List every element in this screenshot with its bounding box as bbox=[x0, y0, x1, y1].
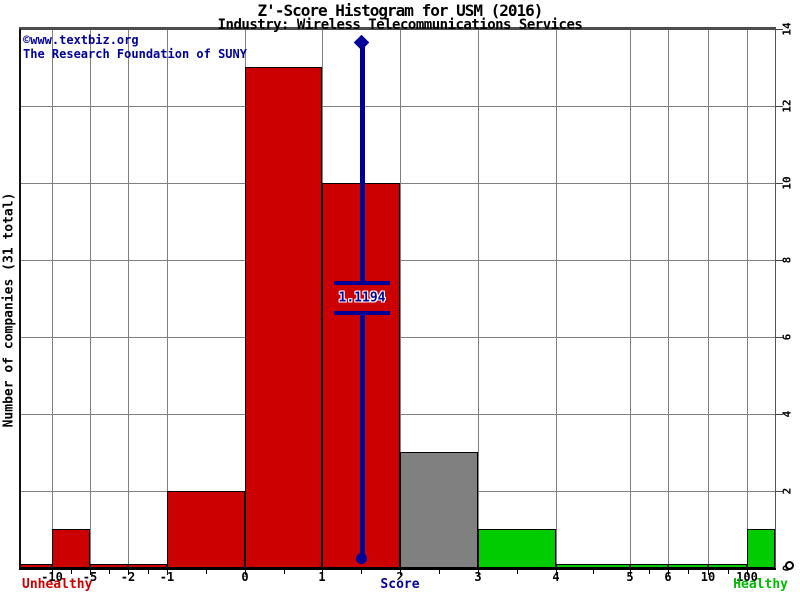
x-tick-label: 3 bbox=[474, 570, 482, 584]
histogram-bar bbox=[167, 491, 245, 568]
histogram-bar bbox=[630, 564, 668, 568]
x-minor-tick bbox=[688, 570, 689, 574]
zscore-value-label: 1.1194 bbox=[338, 290, 386, 306]
x-tick bbox=[245, 570, 246, 575]
x-tick bbox=[556, 570, 557, 575]
histogram-bar bbox=[478, 529, 556, 568]
x-tick bbox=[322, 570, 323, 575]
x-axis-line bbox=[19, 568, 776, 570]
x-tick-label: -5 bbox=[82, 570, 98, 584]
x-tick-label: -10 bbox=[41, 570, 63, 584]
histogram-bar bbox=[668, 564, 708, 568]
y-tick bbox=[776, 414, 783, 415]
axis-end-marker bbox=[785, 561, 794, 570]
x-tick bbox=[167, 570, 168, 575]
x-tick-label: -2 bbox=[120, 570, 136, 584]
histogram-bar bbox=[747, 529, 775, 568]
y-tick-label: 6 bbox=[780, 333, 794, 341]
x-axis-label: Score bbox=[380, 577, 420, 592]
plot-border-right bbox=[775, 29, 776, 568]
x-minor-tick bbox=[71, 570, 72, 574]
y-tick-label: 4 bbox=[780, 410, 794, 418]
y-tick-label: 10 bbox=[780, 176, 794, 190]
x-tick bbox=[708, 570, 709, 575]
x-tick bbox=[52, 570, 53, 575]
gridline-x bbox=[52, 29, 53, 568]
marker-crossbar-upper bbox=[334, 281, 390, 285]
x-minor-tick bbox=[148, 570, 149, 574]
gridline-x bbox=[90, 29, 91, 568]
chart-subtitle: Industry: Wireless Telecommunications Se… bbox=[217, 17, 583, 33]
x-tick-label: 5 bbox=[626, 570, 634, 584]
y-axis-label: Number of companies (31 total) bbox=[1, 192, 17, 428]
gridline-x bbox=[478, 29, 479, 568]
marker-line-upper bbox=[360, 38, 365, 281]
y-tick bbox=[776, 183, 783, 184]
x-minor-tick bbox=[284, 570, 285, 574]
x-minor-tick bbox=[439, 570, 440, 574]
x-tick bbox=[747, 570, 748, 575]
x-tick-label: 6 bbox=[664, 570, 672, 584]
plot-border-top bbox=[19, 27, 776, 30]
gridline-x bbox=[747, 29, 748, 568]
x-tick-label: 10 bbox=[700, 570, 716, 584]
y-tick bbox=[776, 337, 783, 338]
histogram-bar bbox=[90, 564, 128, 568]
y-tick bbox=[776, 29, 783, 30]
marker-top-diamond bbox=[353, 34, 370, 51]
gridline-x bbox=[128, 29, 129, 568]
x-tick-label: 4 bbox=[552, 570, 560, 584]
x-minor-tick bbox=[649, 570, 650, 574]
histogram-bar bbox=[708, 564, 747, 568]
gridline-x bbox=[556, 29, 557, 568]
x-tick bbox=[128, 570, 129, 575]
x-tick-label: 0 bbox=[241, 570, 249, 584]
x-tick-label: 1 bbox=[318, 570, 326, 584]
y-tick-label: 12 bbox=[780, 99, 794, 113]
unhealthy-caption: Unhealthy bbox=[22, 577, 93, 592]
x-tick-label: -1 bbox=[159, 570, 175, 584]
histogram-bar bbox=[128, 564, 167, 568]
y-tick-label: 8 bbox=[780, 256, 794, 264]
marker-line-lower bbox=[360, 315, 365, 558]
plot-border-left bbox=[19, 29, 21, 568]
credit-url: ©www.textbiz.org bbox=[23, 33, 139, 47]
x-minor-tick bbox=[728, 570, 729, 574]
x-tick bbox=[478, 570, 479, 575]
marker-bottom-dot bbox=[356, 553, 367, 564]
x-minor-tick bbox=[206, 570, 207, 574]
gridline-x bbox=[400, 29, 401, 568]
histogram-bar bbox=[400, 452, 478, 568]
gridline-x bbox=[630, 29, 631, 568]
histogram-bar bbox=[245, 67, 322, 568]
gridline-x bbox=[167, 29, 168, 568]
y-tick bbox=[776, 260, 783, 261]
x-minor-tick bbox=[517, 570, 518, 574]
gridline-x bbox=[668, 29, 669, 568]
histogram-bar bbox=[556, 564, 630, 568]
chart-title: Z'-Score Histogram for USM (2016) bbox=[257, 1, 544, 20]
y-tick bbox=[776, 106, 783, 107]
gridline-y bbox=[20, 106, 775, 107]
y-tick bbox=[776, 491, 783, 492]
histogram-bar bbox=[52, 529, 90, 568]
x-tick bbox=[90, 570, 91, 575]
credit-org: The Research Foundation of SUNY bbox=[23, 47, 247, 61]
marker-crossbar-lower bbox=[334, 311, 390, 315]
x-tick-label: 2 bbox=[396, 570, 404, 584]
x-tick bbox=[400, 570, 401, 575]
x-minor-tick bbox=[109, 570, 110, 574]
x-tick-label: 100 bbox=[736, 570, 758, 584]
x-minor-tick bbox=[361, 570, 362, 574]
healthy-caption: Healthy bbox=[733, 577, 788, 592]
x-minor-tick bbox=[593, 570, 594, 574]
x-tick bbox=[668, 570, 669, 575]
gridline-x bbox=[708, 29, 709, 568]
x-tick bbox=[630, 570, 631, 575]
y-tick-label: 2 bbox=[780, 487, 794, 495]
